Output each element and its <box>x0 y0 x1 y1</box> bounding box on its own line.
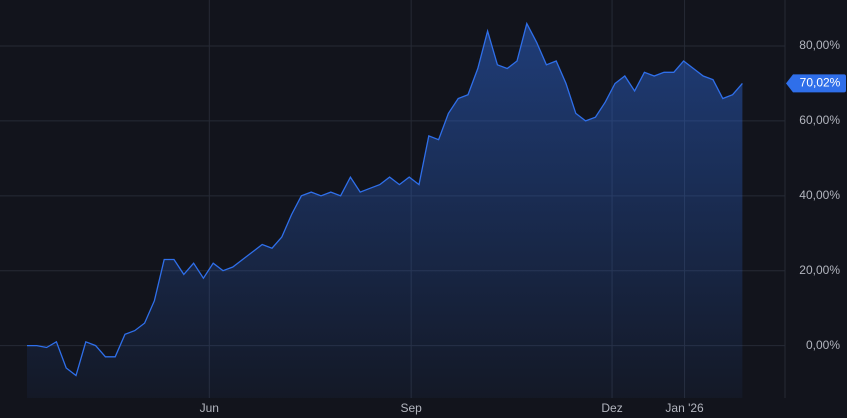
x-tick-label: Jun <box>200 401 219 415</box>
end-label-text: 70,02% <box>800 76 841 90</box>
x-tick-label: Dez <box>601 401 622 415</box>
y-tick-label: 40,00% <box>799 188 840 202</box>
y-tick-label: 20,00% <box>799 263 840 277</box>
line <box>27 21 743 377</box>
end-label-box <box>786 74 846 93</box>
end-label: 70,02% <box>786 74 846 93</box>
y-tick-label: 60,00% <box>799 113 840 127</box>
y-tick-label: 80,00% <box>799 38 840 52</box>
area-fill <box>27 23 743 398</box>
y-tick-label: 0,00% <box>806 338 840 352</box>
x-tick-label: Sep <box>400 401 422 415</box>
x-tick-label: Jan '26 <box>665 401 704 415</box>
